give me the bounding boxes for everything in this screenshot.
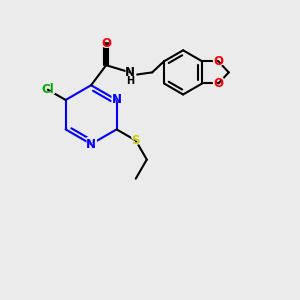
Text: O: O [213,55,224,68]
Text: N: N [112,93,122,106]
Text: S: S [130,133,142,148]
Text: N: N [84,136,98,152]
Text: N: N [86,138,96,151]
Text: N: N [110,92,123,107]
Text: O: O [212,76,225,91]
Text: O: O [212,54,225,69]
Text: O: O [101,37,111,50]
Text: H: H [126,76,134,85]
Text: N: N [123,65,137,80]
Text: Cl: Cl [41,83,54,96]
Text: Cl: Cl [39,82,56,97]
Text: O: O [99,36,113,51]
Text: S: S [131,134,140,147]
Text: H: H [124,74,136,88]
Text: N: N [125,66,135,79]
Text: O: O [213,77,224,90]
